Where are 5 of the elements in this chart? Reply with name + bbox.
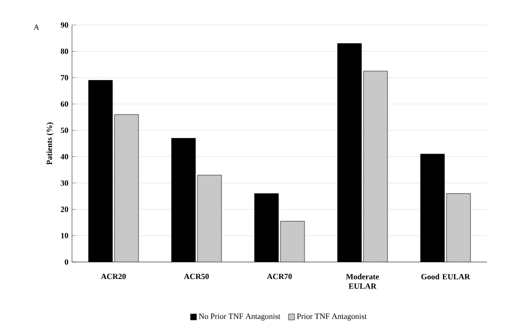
bar [363, 71, 388, 262]
bar [446, 193, 471, 262]
bar [197, 175, 222, 262]
bar [280, 221, 304, 262]
bar [114, 114, 138, 262]
